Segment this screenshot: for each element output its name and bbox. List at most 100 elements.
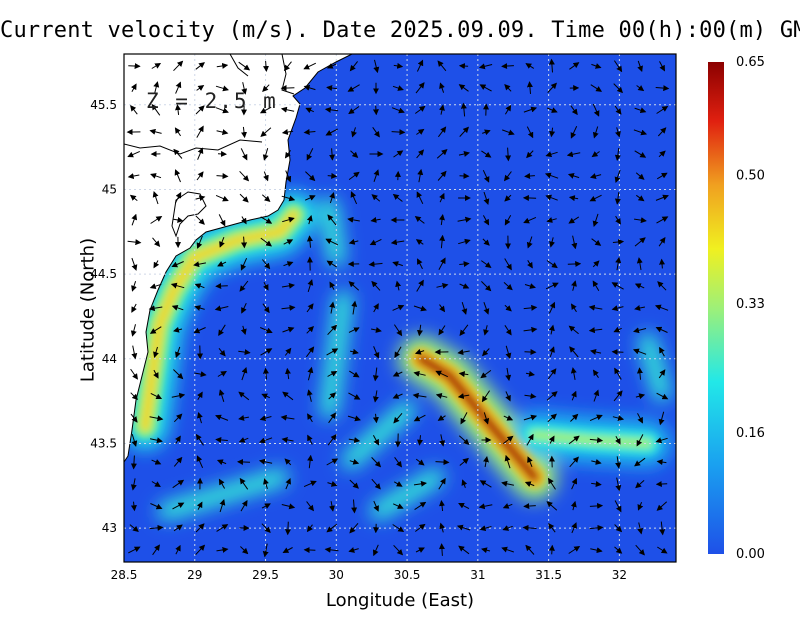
current-arrow [615,477,622,492]
current-arrow [571,522,577,534]
current-arrow [571,280,577,291]
current-arrow [632,348,647,355]
current-arrow [262,84,270,93]
current-arrow [373,500,379,512]
current-arrow [526,150,534,159]
current-arrow [482,238,490,246]
current-arrow [504,258,512,271]
current-arrow [149,283,162,290]
current-arrow [350,150,359,158]
current-arrow [568,545,581,554]
current-arrow [634,217,647,224]
current-arrow [548,523,556,533]
current-arrow [285,170,292,183]
current-arrow [329,281,336,290]
current-arrow [129,524,139,533]
current-arrow [393,412,403,424]
current-arrow [347,415,361,422]
current-arrow [523,414,538,421]
current-arrow [591,63,602,69]
current-arrow [194,283,205,289]
current-arrow [439,234,446,249]
current-arrow [569,62,580,70]
current-arrow [306,303,314,313]
current-arrow [327,371,338,377]
current-arrow [239,193,249,203]
current-arrow [172,502,185,510]
current-arrow [218,214,226,227]
current-arrow [218,389,225,402]
current-arrow [196,455,204,469]
current-arrow [416,279,424,292]
current-arrow [194,371,207,378]
current-arrow [635,480,645,489]
current-arrow [589,524,604,531]
current-arrow [460,412,468,425]
y-tick-label: 45.5 [90,98,117,112]
current-arrow [130,105,138,115]
current-arrow [263,60,269,72]
current-arrow [439,304,446,313]
current-arrow [461,301,468,315]
current-arrow [327,172,338,179]
current-arrow [459,457,469,466]
current-arrow [588,304,603,311]
current-arrow [570,367,577,380]
current-arrow [175,81,182,94]
current-arrow [415,458,425,466]
current-arrow [614,105,622,115]
current-arrow [393,62,404,69]
current-arrow [478,503,493,510]
current-arrow [571,235,578,250]
current-arrow [439,500,445,512]
current-arrow [392,85,404,91]
current-arrow [152,191,159,205]
current-arrow [439,434,446,447]
current-arrow [479,480,492,488]
current-arrow [657,127,667,137]
current-arrow [175,435,181,444]
current-arrow [260,216,273,224]
land-mass [124,54,353,463]
colorbar-tick-label: 0.50 [736,169,765,184]
map-title: Current velocity (m/s). Date 2025.09.09.… [0,18,800,43]
current-arrow [504,215,512,226]
current-arrow [502,129,515,136]
current-arrow [523,216,537,224]
current-arrow [439,522,445,533]
current-arrow [504,194,512,202]
current-arrow [130,392,139,401]
current-arrow [593,389,600,402]
current-arrow [655,481,668,488]
current-arrow [478,63,493,70]
current-arrow [151,103,161,116]
current-arrow [635,393,646,400]
current-arrow [241,236,248,249]
current-arrow [285,367,291,380]
current-arrow [372,105,379,116]
current-arrow [195,215,205,225]
colorbar-tick-label: 0.16 [736,426,765,441]
current-arrow [504,454,511,469]
x-tick-label: 29.5 [252,568,279,582]
current-arrow [436,282,449,289]
current-arrow [174,127,182,137]
current-arrow [658,150,666,158]
map-plot-area [124,54,676,562]
current-arrow [392,371,403,377]
current-arrow [216,62,229,69]
current-arrow [589,414,603,422]
current-arrow [459,283,470,289]
current-arrow [611,305,624,312]
current-arrow [392,393,403,399]
current-arrow [415,82,425,94]
current-arrow [215,436,228,443]
current-arrow [614,192,621,205]
current-arrow [282,391,294,401]
current-arrow [240,325,247,336]
speed-patch [157,468,289,521]
current-arrow [481,281,492,292]
current-arrow [196,171,204,181]
current-arrow [149,437,163,444]
current-arrow [438,257,446,270]
